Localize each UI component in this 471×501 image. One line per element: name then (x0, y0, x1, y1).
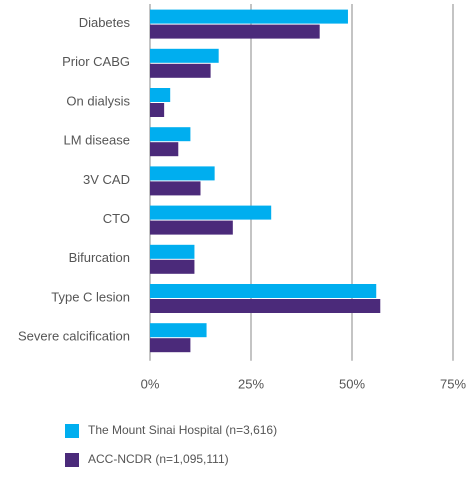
bar (150, 338, 191, 353)
bar (150, 48, 219, 63)
y-tick-label: Prior CABG (62, 54, 130, 69)
bar (150, 103, 165, 117)
bar (150, 181, 201, 196)
bar (150, 166, 215, 181)
y-tick-label: Diabetes (79, 15, 131, 30)
bar (150, 63, 211, 78)
x-tick-label: 0% (141, 376, 160, 391)
bar (150, 259, 195, 274)
y-tick-label: Type C lesion (51, 289, 130, 304)
y-tick-label: 3V CAD (83, 172, 130, 187)
bar (150, 205, 272, 220)
bar (150, 88, 171, 102)
bar (150, 142, 179, 157)
bar (150, 9, 348, 24)
y-tick-label: Bifurcation (69, 250, 130, 265)
bar (150, 24, 320, 39)
bar (150, 299, 381, 313)
legend-label: The Mount Sinai Hospital (n=3,616) (88, 423, 277, 437)
y-tick-label: Severe calcification (18, 329, 130, 344)
bar (150, 284, 377, 298)
x-tick-label: 50% (339, 376, 365, 391)
y-tick-label: On dialysis (66, 93, 130, 108)
x-tick-label: 75% (440, 376, 466, 391)
legend-swatch (65, 453, 79, 467)
y-tick-label: LM disease (64, 133, 130, 148)
bar (150, 244, 195, 259)
bar (150, 127, 191, 142)
legend-label: ACC-NCDR (n=1,095,111) (88, 452, 229, 466)
x-tick-label: 25% (238, 376, 264, 391)
legend-swatch (65, 424, 79, 438)
y-tick-label: CTO (103, 211, 130, 226)
bar (150, 220, 233, 235)
bar (150, 323, 207, 338)
